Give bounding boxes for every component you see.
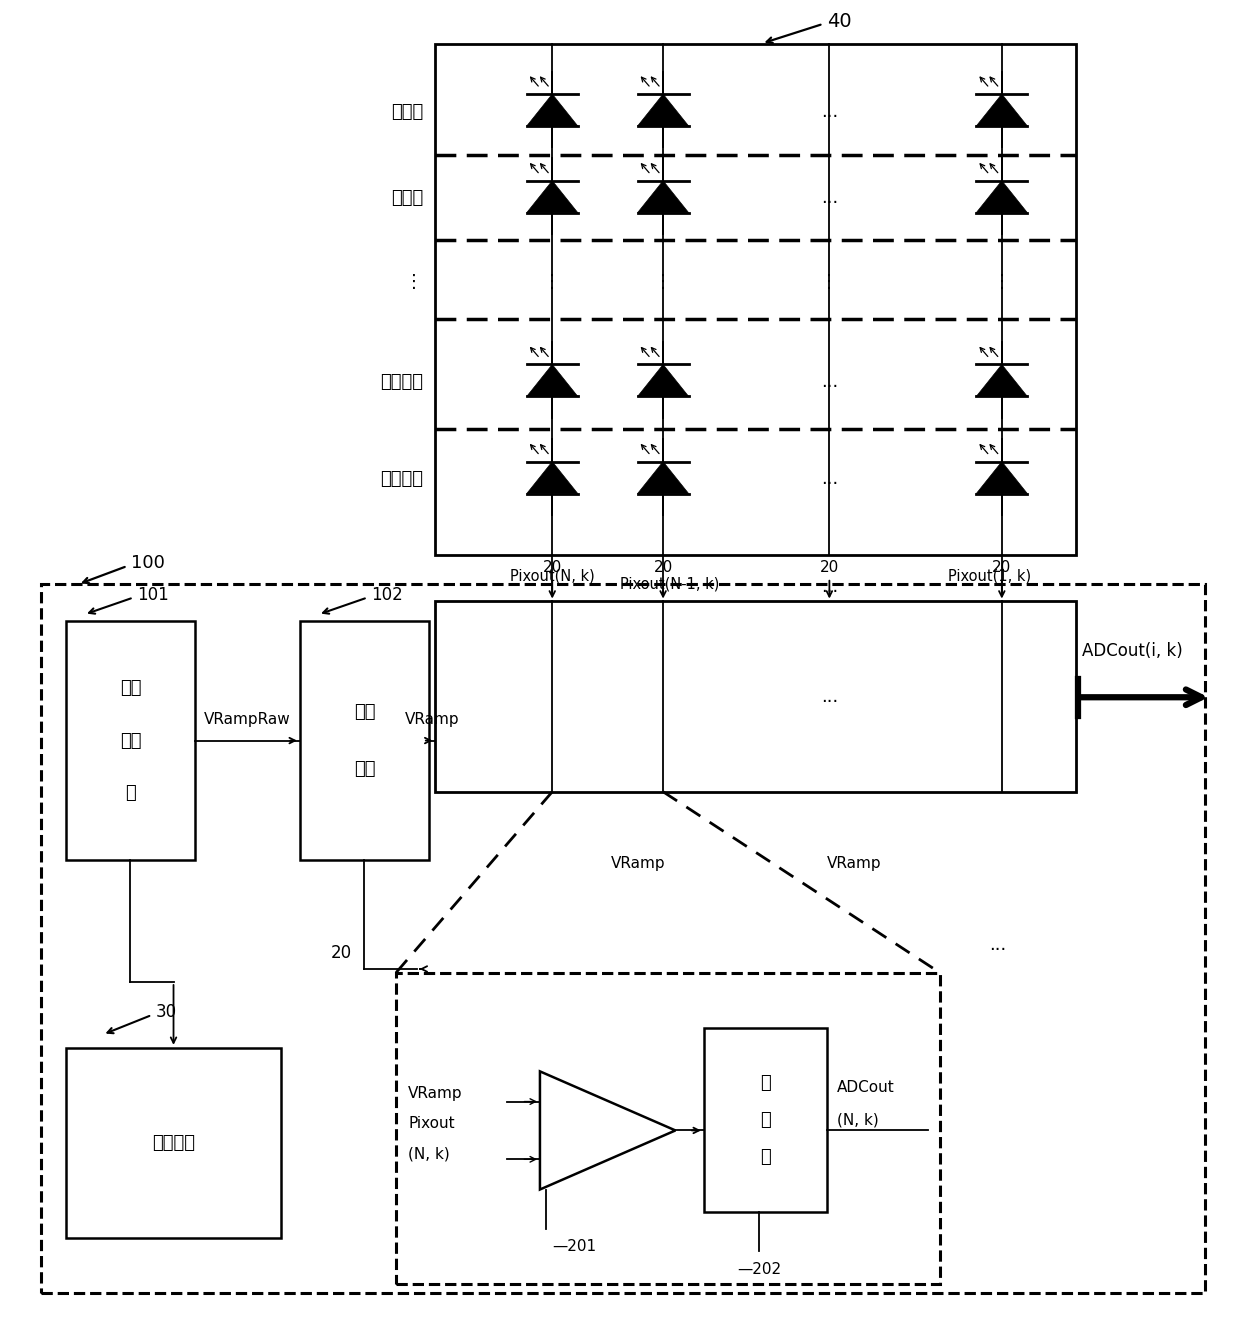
Polygon shape (976, 461, 1027, 494)
Text: VRamp: VRamp (611, 856, 666, 872)
Text: 20: 20 (820, 560, 839, 575)
Text: 101: 101 (138, 587, 169, 604)
Bar (704, 1028, 827, 1211)
Text: Pixout(1, k): Pixout(1, k) (947, 568, 1032, 584)
Polygon shape (527, 94, 578, 125)
Text: VRampRaw: VRampRaw (205, 712, 291, 728)
Text: 数: 数 (760, 1111, 771, 1129)
Text: 增益: 增益 (353, 703, 376, 721)
Text: ⋮: ⋮ (543, 273, 562, 292)
Text: 电路: 电路 (353, 761, 376, 778)
Polygon shape (527, 461, 578, 494)
Text: 20: 20 (331, 945, 352, 963)
Text: VRamp: VRamp (408, 1086, 463, 1102)
Text: ADCout: ADCout (837, 1079, 894, 1095)
Text: 第偶数行: 第偶数行 (379, 470, 423, 489)
Polygon shape (527, 181, 578, 213)
Text: 20: 20 (992, 560, 1012, 575)
Text: 40: 40 (827, 12, 852, 30)
Text: 100: 100 (131, 555, 165, 572)
Text: 计: 计 (760, 1074, 771, 1092)
Text: Pixout(N-1, k): Pixout(N-1, k) (620, 576, 719, 592)
Text: ⋮: ⋮ (405, 273, 423, 292)
Bar (300, 621, 429, 860)
Text: Pixout(N, k): Pixout(N, k) (510, 568, 595, 584)
Bar (435, 44, 1076, 556)
Text: VRamp: VRamp (827, 856, 882, 872)
Bar (66, 1048, 281, 1238)
Polygon shape (637, 181, 688, 213)
Bar (396, 972, 940, 1284)
Text: (N, k): (N, k) (837, 1112, 878, 1127)
Text: ⋮: ⋮ (821, 273, 838, 292)
Polygon shape (527, 365, 578, 396)
Text: 第一行: 第一行 (391, 103, 423, 120)
Text: ADCout(i, k): ADCout(i, k) (1081, 642, 1183, 660)
Text: —202: —202 (737, 1262, 781, 1276)
Bar (435, 601, 1076, 791)
Bar (41, 584, 1205, 1293)
Text: 斜坡: 斜坡 (120, 679, 141, 697)
Text: 生成: 生成 (120, 732, 141, 749)
Text: 30: 30 (156, 1003, 177, 1021)
Text: ...: ... (821, 374, 838, 391)
Text: 器: 器 (125, 785, 136, 802)
Bar (66, 621, 195, 860)
Text: 器: 器 (760, 1148, 771, 1165)
Text: ...: ... (990, 937, 1007, 954)
Text: ...: ... (821, 103, 838, 120)
Text: Pixout: Pixout (408, 1116, 455, 1131)
Text: 20: 20 (543, 560, 562, 575)
Polygon shape (637, 461, 688, 494)
Polygon shape (976, 94, 1027, 125)
Text: 第奇数行: 第奇数行 (379, 374, 423, 391)
Text: VRamp: VRamp (404, 712, 460, 728)
Polygon shape (637, 94, 688, 125)
Text: 102: 102 (371, 587, 403, 604)
Text: —201: —201 (552, 1239, 596, 1255)
Polygon shape (637, 365, 688, 396)
Polygon shape (976, 365, 1027, 396)
Text: ⋮: ⋮ (655, 273, 672, 292)
Text: 控制模块: 控制模块 (153, 1133, 195, 1152)
Text: ...: ... (821, 189, 838, 207)
Text: ⋮: ⋮ (993, 273, 1011, 292)
Text: 20: 20 (653, 560, 673, 575)
Text: ...: ... (821, 470, 838, 489)
Text: 第二行: 第二行 (391, 189, 423, 207)
Polygon shape (976, 181, 1027, 213)
Text: (N, k): (N, k) (408, 1147, 450, 1161)
Text: ...: ... (821, 688, 838, 707)
Text: ...: ... (821, 579, 838, 596)
